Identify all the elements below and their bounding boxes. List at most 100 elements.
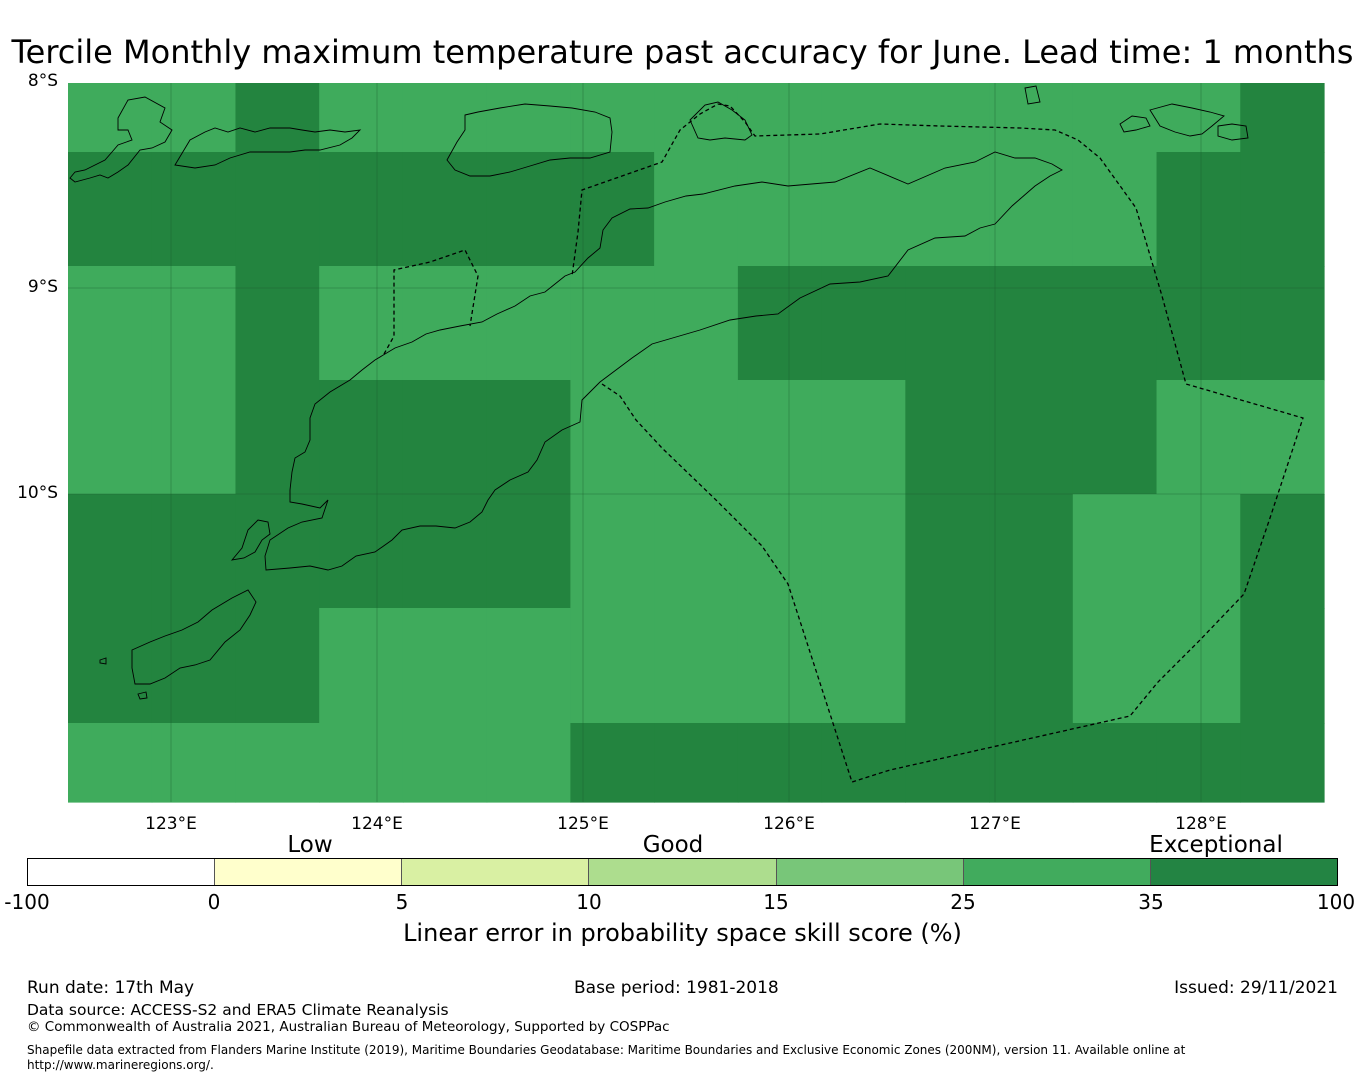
colorbar-tick: 10 [576,890,602,914]
issued-date: Issued: 29/11/2021 [1174,978,1338,998]
skill-cell-exceptional [654,723,739,803]
graticule [68,83,1324,802]
coastlines [69,85,1249,700]
skill-cell-exceptional [319,380,404,495]
skill-cell-good [68,83,153,153]
skill-cell-good [1156,83,1241,153]
skill-cell-exceptional [402,494,488,609]
skill-cell-exceptional [319,494,404,609]
lon-label-127e: 127°E [969,814,1021,834]
skill-cell-exceptional [235,152,320,267]
colorbar-tick: 0 [207,890,221,914]
skill-cell-exceptional [402,380,488,495]
skill-cell-good [1072,494,1158,609]
lon-label-125e: 125°E [557,814,609,834]
skill-cell-exceptional [1240,152,1325,267]
skill-cell-exceptional [905,723,990,803]
lon-label-123e: 123°E [145,814,197,834]
skill-cell-exceptional [989,723,1074,803]
skill-cell-good [1240,380,1325,495]
skill-cell-good [654,380,739,495]
skill-cell-exceptional [1156,152,1241,267]
skill-cell-exceptional [1240,266,1325,381]
lat-label-9s: 9°S [27,277,58,297]
skill-cell-exceptional [570,723,655,803]
colorbar-segment [28,859,216,885]
skill-cell-exceptional [570,152,655,267]
wetar-coastline [446,103,613,177]
skill-cell-good [570,380,655,495]
skill-cell-good [737,83,823,153]
skill-cell-exceptional [319,152,404,267]
skill-cell-exceptional [989,494,1074,609]
skill-cell-good [151,723,237,803]
skill-cell-exceptional [68,608,153,724]
skill-cell-exceptional [737,723,823,803]
skill-cell-exceptional [1072,723,1158,803]
skill-cell-good [1072,608,1158,724]
skill-cell-good [319,608,404,724]
skill-cell-exceptional [68,152,153,267]
skill-cell-good [402,608,488,724]
colorbar-tick: 25 [950,890,976,914]
skill-cell-exceptional [235,608,320,724]
skill-cell-good [68,723,153,803]
leti-coastline [1119,115,1151,133]
alor-islands-coastline [69,96,173,183]
rote-coastline [230,519,271,561]
skill-cell-exceptional [1240,608,1325,724]
colorbar-segment [1150,859,1337,885]
lon-label-128e: 128°E [1175,814,1227,834]
atauro-coastline [689,101,753,141]
skill-cell-exceptional [1240,494,1325,609]
skill-cell-good [319,266,404,381]
timor-leste-eez-boundary [571,103,1304,783]
skill-cell-exceptional [151,152,237,267]
skill-cell-good [654,83,739,153]
marineregions-link[interactable]: http://www.marineregions.org/. [27,1058,214,1072]
run-date: Run date: 17th May [27,978,195,998]
skill-cell-good [402,723,488,803]
copyright: © Commonwealth of Australia 2021, Austra… [27,1019,670,1035]
skill-cell-good [1156,380,1241,495]
lat-label-8s: 8°S [27,71,58,91]
category-exceptional: Exceptional [1149,832,1283,858]
skill-cell-good [654,494,739,609]
skill-cell-good [486,83,571,153]
kisar-coastline [1149,103,1225,137]
colorbar-tick: 5 [395,890,409,914]
skill-cell-exceptional [1072,380,1158,495]
skill-cell-exceptional [905,494,990,609]
colorbar-segment [215,859,403,885]
skill-cell-good [654,608,739,724]
skill-cell-good [737,152,823,267]
skill-cell-exceptional [1240,723,1325,803]
data-source: Data source: ACCESS-S2 and ERA5 Climate … [27,1001,449,1019]
skill-cell-exceptional [486,152,571,267]
shapefile-credit: Shapefile data extracted from Flanders M… [27,1043,1186,1057]
skill-cell-good [905,152,990,267]
moa-coastline [1217,123,1249,141]
skill-cell-exceptional [151,494,237,609]
skill-cell-good [570,608,655,724]
skill-cell-exceptional [989,608,1074,724]
skill-cell-good [654,152,739,267]
skill-cell-exceptional [1240,83,1325,153]
skill-cell-good [486,608,571,724]
colorbar-label: Linear error in probability space skill … [403,919,962,947]
category-good: Good [642,832,704,858]
skill-cell-good [570,266,655,381]
skill-cell-good [905,83,990,153]
small-islet-1 [1024,85,1041,105]
lon-label-126e: 126°E [763,814,815,834]
skill-cell-good [151,380,237,495]
colorbar [27,858,1338,886]
skill-cell-good [68,380,153,495]
skill-cell-exceptional [235,83,320,153]
small-islet-2 [137,691,148,700]
lat-label-10s: 10°S [17,483,58,503]
skill-cell-exceptional [737,266,823,381]
skill-cell-exceptional [821,266,906,381]
skill-cell-exceptional [235,266,320,381]
